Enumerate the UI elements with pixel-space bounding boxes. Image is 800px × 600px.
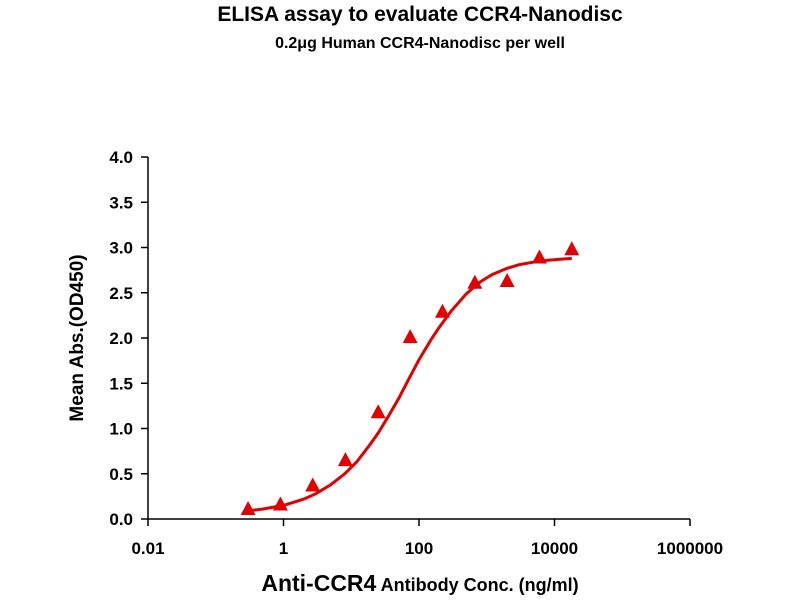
data-point [240, 501, 256, 516]
data-point [499, 272, 515, 287]
fit-curve [247, 256, 572, 513]
data-point [564, 241, 580, 256]
x-axis-label-rest: Antibody Conc. (ng/ml) [376, 575, 578, 595]
data-point [402, 329, 418, 344]
y-tick-label: 1.5 [109, 374, 133, 393]
x-tick-label: 100 [405, 539, 433, 558]
chart-subtitle: 0.2μg Human CCR4-Nanodisc per well [275, 35, 565, 52]
x-tick-label: 10000 [531, 539, 578, 558]
data-point [272, 496, 288, 511]
y-tick-label: 0.0 [109, 510, 133, 529]
y-axis-ticks: 0.0 0.5 1.0 1.5 2.0 2.5 3.0 3.5 4.0 [109, 148, 148, 529]
x-axis-label: Anti-CCR4 Antibody Conc. (ng/ml) [261, 570, 578, 596]
y-axis-label: Mean Abs.(OD450) [67, 254, 88, 421]
data-points [240, 241, 580, 516]
data-point [370, 404, 386, 419]
data-point [467, 274, 483, 289]
y-tick-label: 1.0 [109, 420, 133, 439]
x-tick-label: 1 [279, 539, 288, 558]
x-tick-label: 1000000 [657, 539, 723, 558]
y-tick-label: 2.0 [109, 329, 133, 348]
x-axis-ticks: 0.01 1 100 10000 1000000 [131, 519, 723, 558]
chart-title: ELISA assay to evaluate CCR4-Nanodisc [217, 3, 623, 26]
y-tick-label: 3.0 [109, 239, 133, 258]
y-tick-label: 2.5 [109, 284, 133, 303]
data-point [434, 303, 450, 318]
y-tick-label: 0.5 [109, 465, 133, 484]
data-point [305, 477, 321, 492]
y-tick-label: 4.0 [109, 148, 133, 167]
data-point [337, 452, 353, 467]
y-tick-label: 3.5 [109, 193, 133, 212]
axes [147, 157, 690, 520]
x-axis-label-main: Anti-CCR4 [261, 570, 376, 596]
x-tick-label: 0.01 [131, 539, 164, 558]
data-point [531, 249, 547, 264]
